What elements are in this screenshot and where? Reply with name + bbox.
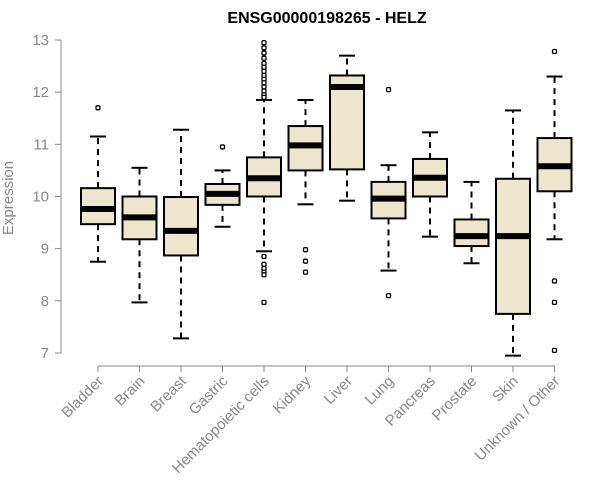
- box-brain: [121, 166, 158, 304]
- x-tick-label: Kidney: [270, 372, 315, 417]
- chart-title: ENSG00000198265 - HELZ: [227, 10, 426, 27]
- x-tick-label: Liver: [321, 373, 356, 408]
- y-tick-label: 12: [32, 84, 49, 101]
- outlier-point: [261, 253, 267, 260]
- box-gastric: [204, 144, 241, 228]
- iqr-box: [163, 196, 199, 257]
- outlier-point: [261, 94, 267, 101]
- outlier-point: [385, 292, 392, 299]
- x-tick-label: Brain: [112, 373, 149, 410]
- outlier-point: [551, 347, 558, 354]
- box-prostate: [453, 180, 490, 265]
- outlier-point: [261, 55, 267, 61]
- outlier-point: [261, 261, 267, 267]
- outlier-point: [261, 50, 267, 56]
- box-breast: [163, 128, 199, 340]
- box-skin: [495, 109, 531, 357]
- outlier-point: [261, 80, 267, 86]
- outlier-point: [95, 105, 101, 111]
- outlier-point: [261, 84, 267, 90]
- y-tick-label: 7: [41, 345, 49, 362]
- y-tick-label: 9: [41, 241, 49, 258]
- y-axis-label: Expression: [0, 161, 17, 235]
- outlier-point: [261, 39, 267, 46]
- iqr-box: [329, 74, 365, 171]
- y-tick-label: 13: [32, 32, 49, 49]
- x-tick-label: Breast: [147, 372, 190, 415]
- outlier-point: [219, 144, 226, 150]
- outlier-point: [385, 86, 392, 93]
- outlier-point: [261, 272, 267, 278]
- y-tick-label: 10: [32, 189, 49, 206]
- outlier-point: [261, 299, 267, 306]
- outlier-point: [551, 48, 558, 55]
- x-tick-label: Lung: [362, 373, 398, 409]
- box-pancreas: [412, 131, 448, 238]
- y-tick-label: 8: [41, 293, 49, 310]
- outlier-point: [551, 278, 558, 284]
- box-lung: [370, 86, 407, 299]
- box-kidney: [287, 98, 324, 275]
- outlier-point: [302, 247, 309, 253]
- box-liver: [329, 54, 365, 202]
- outlier-point: [261, 64, 267, 70]
- x-tick-label: Skin: [489, 373, 522, 406]
- outlier-point: [261, 68, 267, 74]
- box-unknown-other: [536, 48, 573, 354]
- y-axis: 7 8 9 10 11 12 13: [32, 32, 62, 362]
- outlier-point: [551, 299, 558, 306]
- x-tick-label: Prostate: [429, 373, 481, 425]
- iqr-box: [495, 177, 531, 315]
- box-bladder: [80, 105, 116, 263]
- outlier-point: [302, 258, 309, 264]
- x-tick-label: Bladder: [58, 373, 107, 422]
- outlier-point: [261, 45, 267, 51]
- box-hematopoietic-cells: [246, 39, 282, 306]
- outlier-point: [302, 269, 309, 275]
- iqr-box: [453, 218, 490, 248]
- y-tick-label: 11: [33, 136, 49, 153]
- box-series: [80, 39, 573, 357]
